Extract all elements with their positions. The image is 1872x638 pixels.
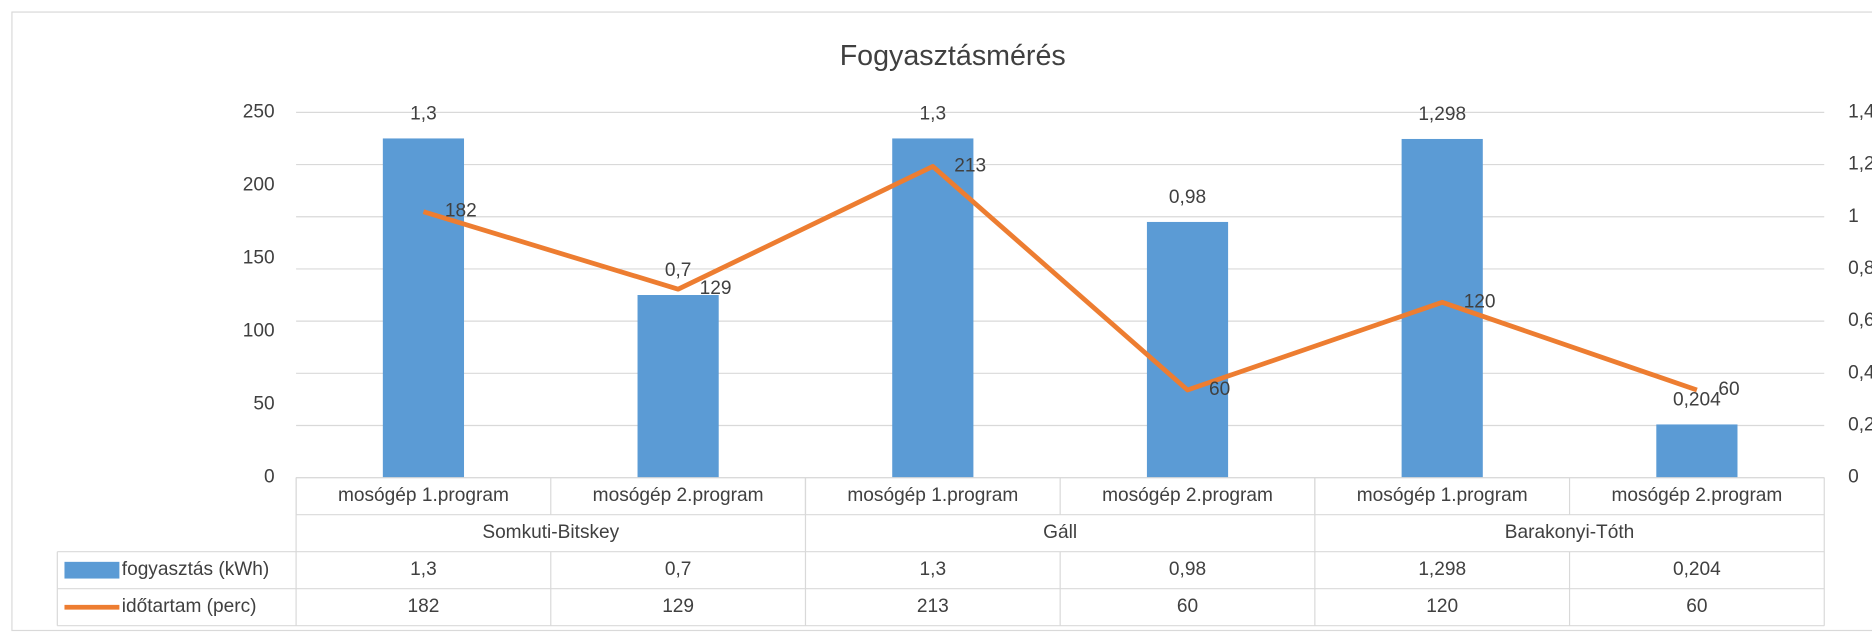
y2-tick-label: 0,2 bbox=[1848, 415, 1872, 436]
legend-label: időtartam (perc) bbox=[122, 596, 257, 617]
line-value-label: 213 bbox=[954, 155, 986, 176]
bar bbox=[1656, 424, 1738, 478]
table-cell: 1,3 bbox=[920, 559, 947, 580]
y-tick-label: 0 bbox=[264, 467, 275, 488]
table-cell: 60 bbox=[1686, 596, 1707, 617]
line-value-label: 60 bbox=[1718, 379, 1739, 400]
table-cell: 0,7 bbox=[665, 559, 692, 580]
table-cell: 60 bbox=[1177, 596, 1198, 617]
y-tick-label: 200 bbox=[243, 174, 275, 195]
y2-tick-label: 1,4 bbox=[1848, 101, 1872, 122]
x-tick-label: mosógép 2.program bbox=[1102, 485, 1273, 506]
line-value-label: 182 bbox=[445, 201, 477, 222]
table-cell: 129 bbox=[662, 596, 694, 617]
y2-tick-label: 0,8 bbox=[1848, 258, 1872, 279]
bar-value-label: 0,7 bbox=[665, 260, 692, 281]
line-value-label: 120 bbox=[1464, 291, 1496, 312]
line bbox=[422, 164, 1698, 393]
bar bbox=[637, 295, 719, 478]
table-cell: 182 bbox=[407, 596, 439, 617]
table-cell: 120 bbox=[1426, 596, 1458, 617]
line-value-label: 129 bbox=[700, 278, 732, 299]
x-tick-label: mosógép 1.program bbox=[1357, 485, 1528, 506]
y-tick-label: 250 bbox=[243, 101, 275, 122]
x-tick-label: mosógép 1.program bbox=[847, 485, 1018, 506]
chart-title: Fogyasztásmérés bbox=[840, 40, 1066, 72]
y2-tick-label: 1,2 bbox=[1848, 154, 1872, 175]
x-tick-label: mosógép 1.program bbox=[338, 485, 509, 506]
bar-value-label: 1,3 bbox=[410, 104, 437, 125]
y-tick-label: 100 bbox=[243, 321, 275, 342]
y2-tick-label: 0 bbox=[1848, 467, 1859, 488]
table-cell: 1,298 bbox=[1418, 559, 1466, 580]
bar-value-label: 1,298 bbox=[1418, 104, 1466, 125]
y2-tick-label: 1 bbox=[1848, 206, 1859, 227]
x-group-label: Somkuti-Bitskey bbox=[482, 522, 619, 543]
bar bbox=[382, 138, 465, 478]
legend-label: fogyasztás (kWh) bbox=[122, 559, 269, 580]
x-group-label: Gáll bbox=[1043, 522, 1077, 543]
bar bbox=[1146, 221, 1229, 478]
bar bbox=[1401, 138, 1483, 478]
x-tick-label: mosógép 2.program bbox=[1611, 485, 1782, 506]
y-tick-label: 50 bbox=[253, 394, 274, 415]
table-cell: 1,3 bbox=[410, 559, 437, 580]
line-value-label: 60 bbox=[1209, 379, 1230, 400]
table-cell: 0,204 bbox=[1673, 559, 1721, 580]
x-group-label: Barakonyi-Tóth bbox=[1505, 522, 1634, 543]
bar-value-label: 0,204 bbox=[1673, 390, 1721, 411]
bar-value-label: 1,3 bbox=[920, 104, 947, 125]
bar bbox=[892, 138, 974, 478]
table-cell: 0,98 bbox=[1169, 559, 1206, 580]
legend-swatch bbox=[64, 561, 120, 579]
bar-value-label: 0,98 bbox=[1169, 187, 1206, 208]
y2-tick-label: 0,6 bbox=[1848, 310, 1872, 331]
y-tick-label: 150 bbox=[243, 248, 275, 269]
y2-tick-label: 0,4 bbox=[1848, 362, 1872, 383]
table-cell: 213 bbox=[917, 596, 949, 617]
x-tick-label: mosógép 2.program bbox=[593, 485, 764, 506]
